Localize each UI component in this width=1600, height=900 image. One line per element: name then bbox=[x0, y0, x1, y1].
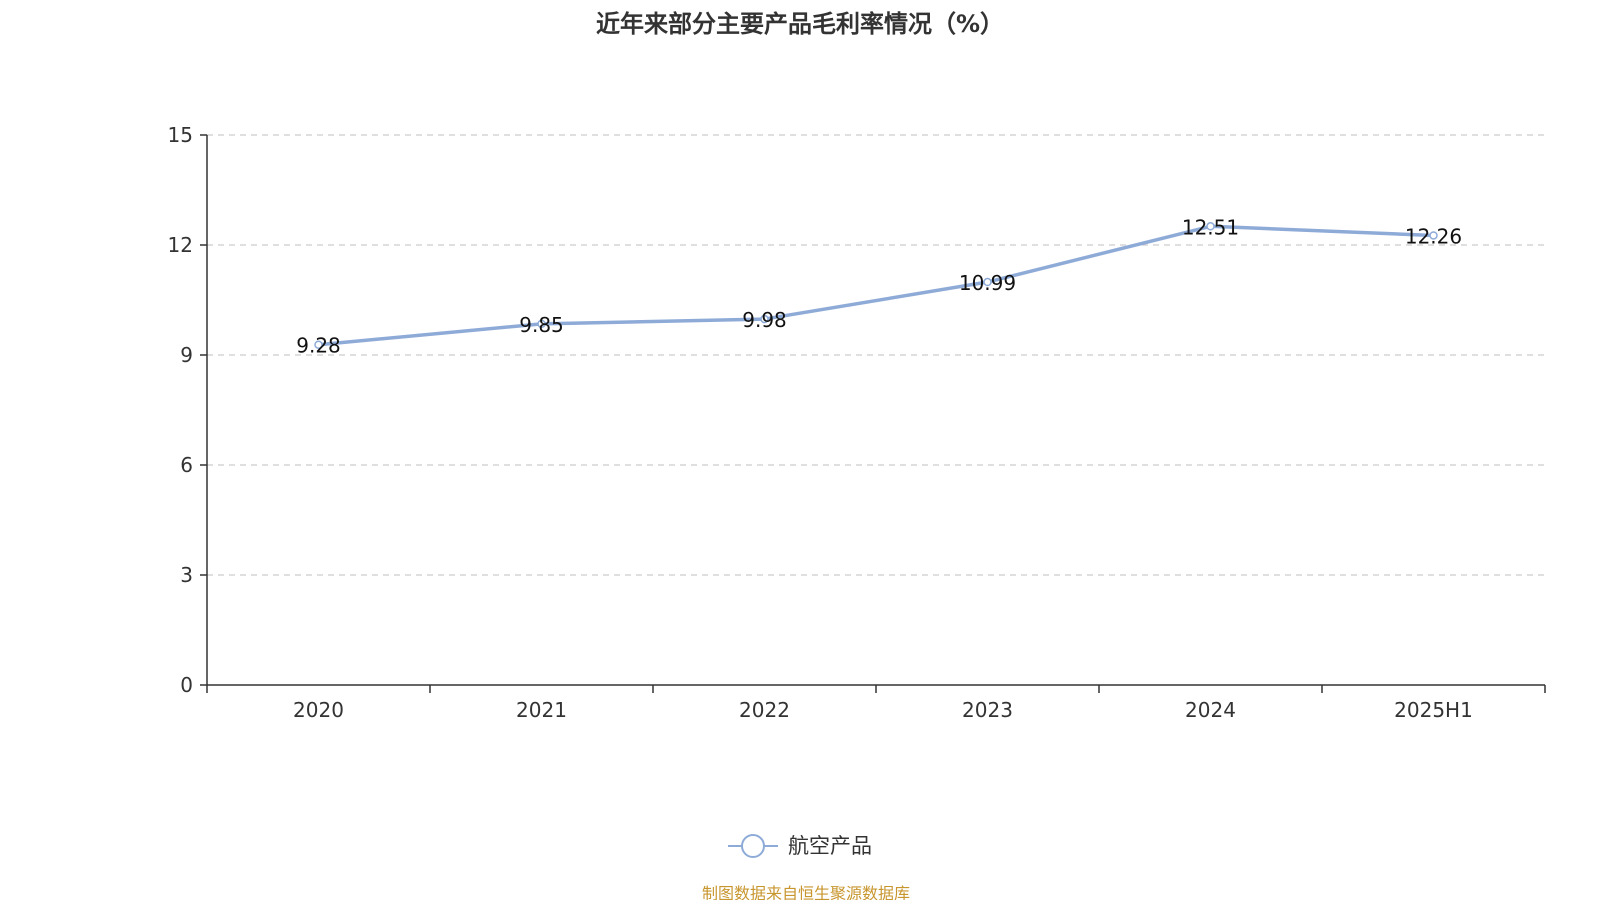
data-label: 10.99 bbox=[959, 271, 1016, 295]
data-point[interactable] bbox=[314, 340, 323, 349]
x-tick-label: 2024 bbox=[1185, 698, 1236, 722]
data-point[interactable] bbox=[1206, 222, 1215, 231]
data-point[interactable] bbox=[537, 319, 546, 329]
y-tick-label: 12 bbox=[168, 233, 193, 257]
data-point[interactable] bbox=[1429, 231, 1438, 240]
data-label: 9.85 bbox=[519, 313, 564, 337]
data-label: 9.28 bbox=[296, 334, 341, 358]
source-note: 制图数据来自恒生聚源数据库 bbox=[702, 884, 910, 900]
x-tick-label: 2020 bbox=[293, 698, 344, 722]
x-tick-label: 2023 bbox=[962, 698, 1013, 722]
legend[interactable]: 航空产品 bbox=[728, 834, 872, 858]
y-tick-label: 15 bbox=[168, 123, 193, 147]
y-tick-label: 9 bbox=[180, 343, 193, 367]
series-layer bbox=[314, 222, 1438, 349]
legend-circle-marker bbox=[741, 834, 765, 858]
legend-label: 航空产品 bbox=[788, 834, 872, 858]
y-tick-label: 0 bbox=[180, 673, 193, 697]
chart-title: 近年来部分主要产品毛利率情况（%） bbox=[596, 10, 1004, 38]
data-label: 12.51 bbox=[1182, 215, 1239, 239]
data-label: 9.98 bbox=[742, 308, 787, 332]
gridlines bbox=[207, 134, 1545, 576]
x-tick-label: 2021 bbox=[516, 698, 567, 722]
axes: 0 3 6 9 12 15 2020 2021 2022 2023 2024 2025H1 bbox=[168, 123, 1546, 722]
y-tick-label: 6 bbox=[180, 453, 193, 477]
x-tick-label: 2022 bbox=[739, 698, 790, 722]
data-label: 12.26 bbox=[1405, 224, 1462, 248]
data-labels: 9.28 9.85 9.98 10.99 12.51 12.26 bbox=[296, 215, 1462, 357]
data-point[interactable] bbox=[760, 314, 769, 324]
series-line bbox=[318, 224, 1434, 347]
x-tick-label: 2025H1 bbox=[1394, 698, 1473, 722]
data-point[interactable] bbox=[983, 277, 992, 287]
y-tick-label: 3 bbox=[180, 563, 193, 587]
